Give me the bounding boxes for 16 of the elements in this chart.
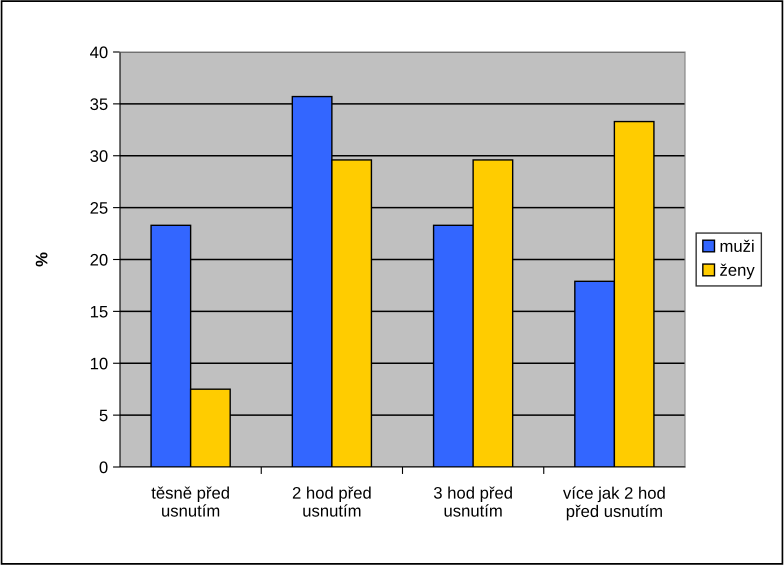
x-tick-label: těsně před usnutím bbox=[152, 486, 229, 517]
y-tick-label: 20 bbox=[90, 254, 108, 266]
legend-label: muži bbox=[720, 240, 754, 252]
legend-label: ženy bbox=[720, 264, 755, 280]
y-tick-label: 30 bbox=[90, 150, 108, 162]
x-tick-label: 3 hod před usnutím bbox=[434, 486, 512, 517]
y-axis-title: % bbox=[36, 252, 48, 266]
x-tick-label: více jak 2 hod před usnutím bbox=[563, 486, 665, 520]
y-tick-label: 35 bbox=[90, 98, 108, 110]
y-tick-label: 25 bbox=[90, 202, 108, 214]
x-tick-label: 2 hod před usnutím bbox=[292, 486, 371, 517]
y-tick-label: 0 bbox=[100, 461, 108, 474]
y-tick-label: 40 bbox=[90, 46, 108, 58]
y-tick-label: 5 bbox=[100, 410, 108, 422]
y-tick-label: 15 bbox=[90, 306, 108, 318]
y-tick-label: 10 bbox=[90, 358, 108, 370]
